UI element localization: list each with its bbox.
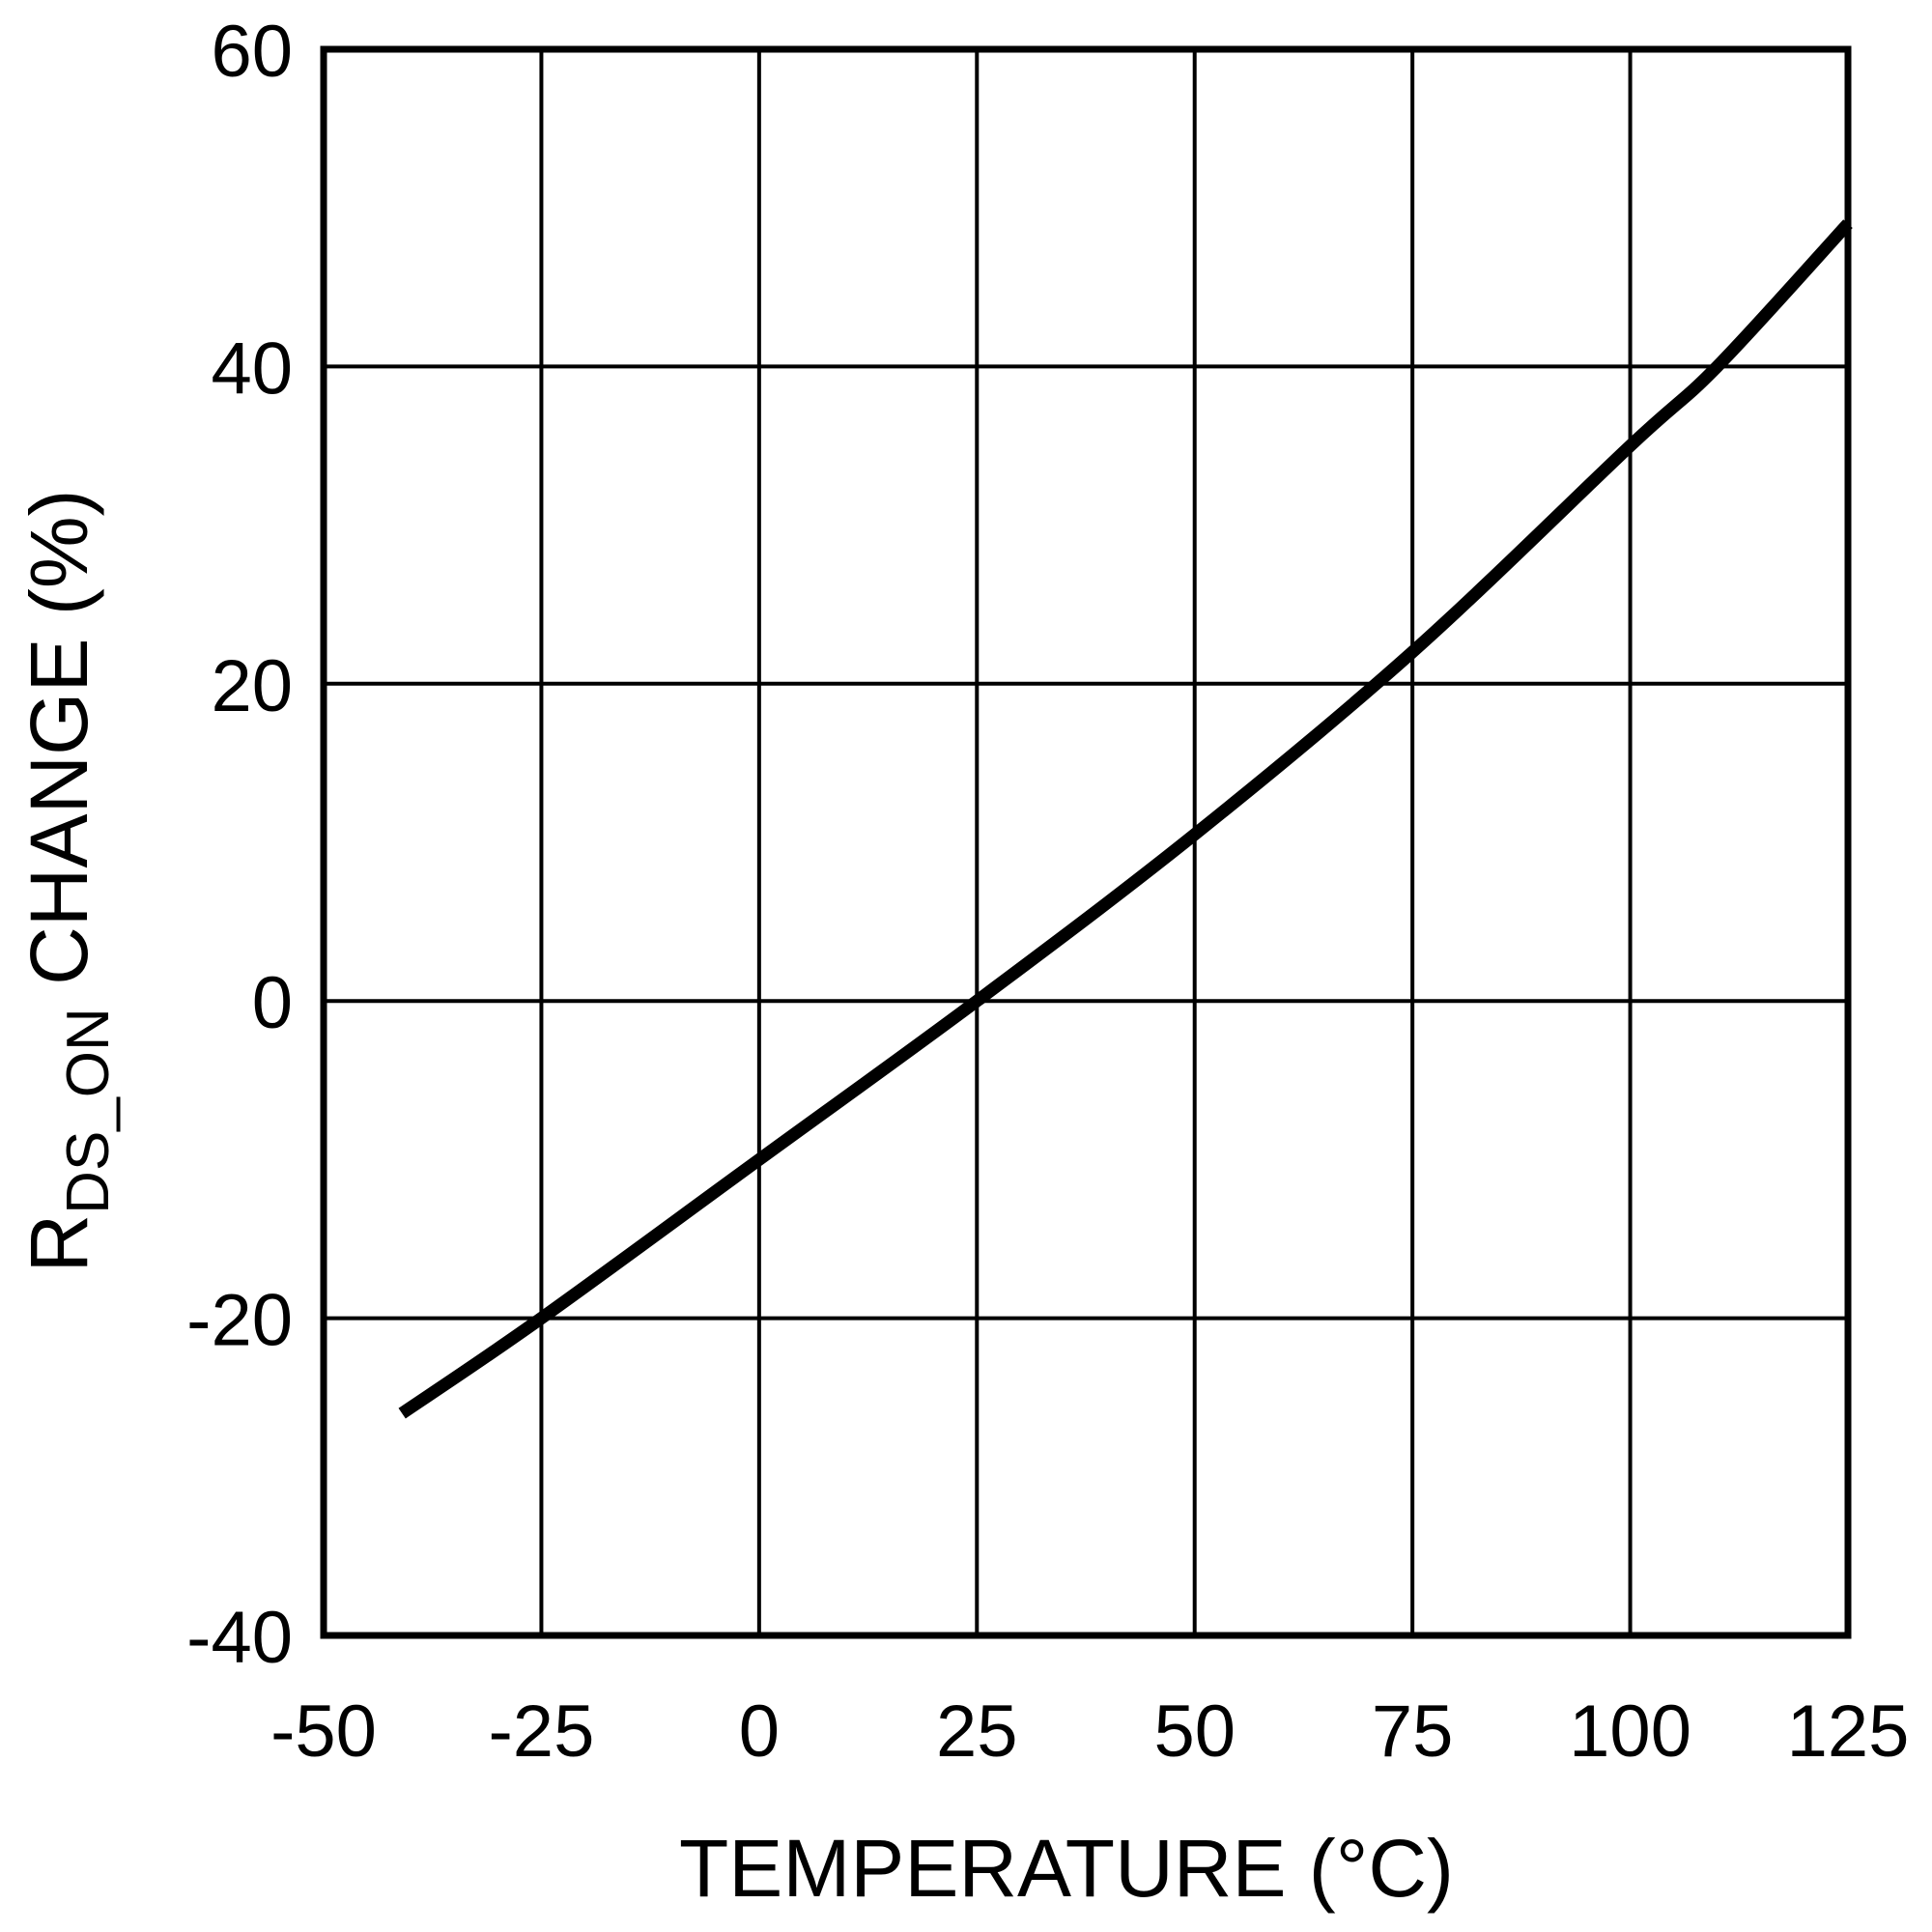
y-axis-title-subscript: DS_ON bbox=[55, 1008, 122, 1214]
x-tick-label: 0 bbox=[739, 1690, 780, 1773]
x-axis-title: TEMPERATURE (°C) bbox=[679, 1823, 1454, 1914]
y-tick-label: 40 bbox=[211, 327, 293, 410]
y-axis-title: RDS_ON CHANGE (%) bbox=[14, 490, 122, 1273]
x-tick-label: 25 bbox=[936, 1690, 1018, 1773]
x-tick-label: 75 bbox=[1372, 1690, 1454, 1773]
x-tick-label: 125 bbox=[1787, 1690, 1910, 1773]
y-tick-label: 60 bbox=[211, 11, 293, 93]
x-tick-label: -50 bbox=[270, 1690, 377, 1773]
x-tick-label: 50 bbox=[1153, 1690, 1236, 1773]
y-tick-label: 20 bbox=[211, 645, 293, 727]
y-tick-label: -20 bbox=[186, 1280, 293, 1362]
x-tick-label: -25 bbox=[489, 1690, 595, 1773]
y-axis-tick-labels: -40 -20 0 20 40 60 bbox=[186, 11, 293, 1679]
series-line bbox=[398, 219, 1853, 1419]
grid-lines bbox=[322, 47, 1850, 1637]
data-series bbox=[398, 219, 1853, 1419]
x-axis-tick-labels: -50 -25 0 25 50 75 100 125 bbox=[270, 1690, 1909, 1773]
y-tick-label: 0 bbox=[252, 962, 293, 1044]
y-tick-label: -40 bbox=[186, 1597, 293, 1679]
y-axis-title-main: R bbox=[14, 1214, 104, 1273]
x-tick-label: 100 bbox=[1569, 1690, 1691, 1773]
y-axis-title-rest: CHANGE (%) bbox=[14, 490, 104, 1009]
plot-frame bbox=[320, 45, 1852, 1639]
